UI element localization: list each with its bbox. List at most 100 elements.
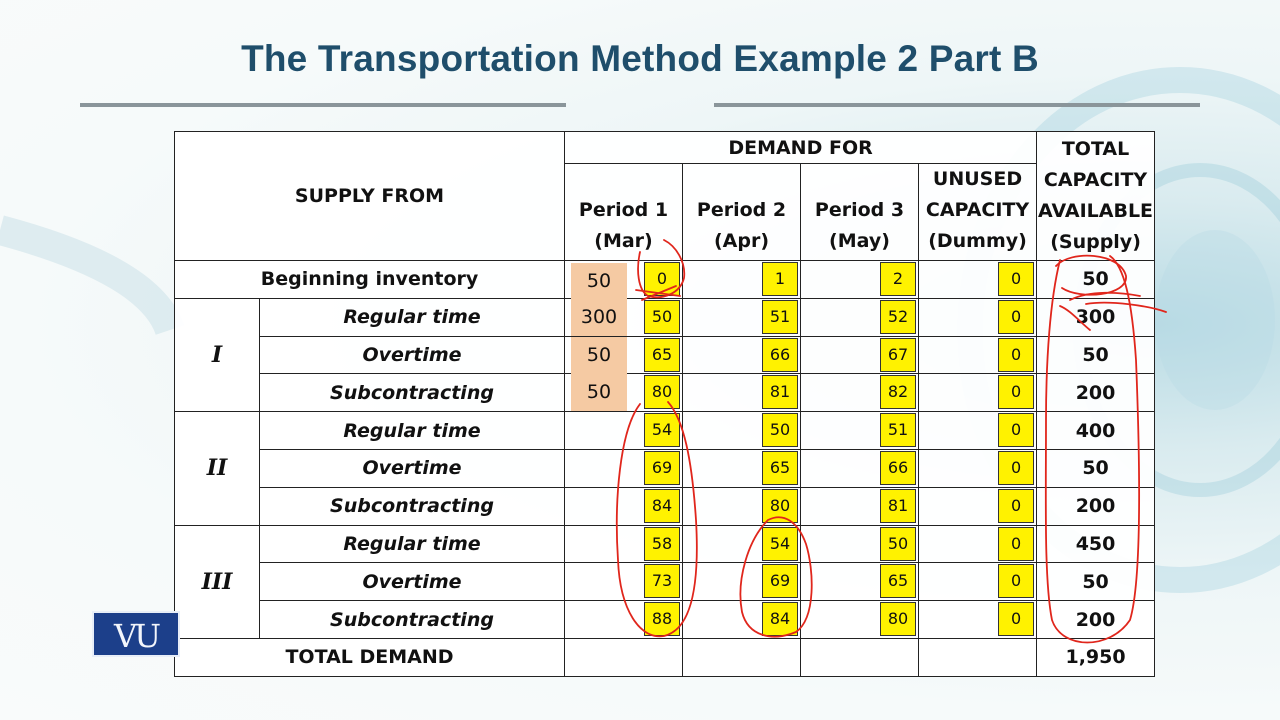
cost-box: 1 (762, 262, 798, 296)
demand-for-header: DEMAND FOR (563, 131, 1038, 164)
cost-box: 80 (762, 488, 798, 523)
title-rule-right (714, 103, 1200, 107)
table-row: III Regular time 58 54 50 0 450 (174, 524, 1156, 639)
period-3-cell: 82 (800, 373, 919, 413)
group-label: II (174, 411, 260, 526)
cost-box: 84 (762, 602, 798, 637)
period-1-cell: 73 (564, 562, 683, 602)
capacity-cell: 50 (1036, 448, 1156, 488)
cost-box: 69 (644, 450, 680, 485)
period-1-cell: 84 (564, 486, 683, 526)
group-label: I (174, 297, 260, 413)
period-3-cell: 80 (800, 600, 919, 639)
dummy-cell: 0 (917, 524, 1038, 564)
period-2-header: Period 2 (Apr) (682, 163, 801, 261)
row-label: Subcontracting (259, 486, 565, 526)
cost-box: 88 (644, 602, 680, 637)
cost-box: 66 (762, 337, 798, 372)
cost-box: 0 (998, 526, 1035, 561)
cost-box: 51 (880, 413, 916, 448)
row-label: Overtime (259, 335, 565, 375)
capacity-cell: 50 (1036, 335, 1156, 375)
page-title: The Transportation Method Example 2 Part… (241, 38, 1039, 79)
supply-from-header: SUPPLY FROM (174, 131, 565, 261)
dummy-cell: 0 (917, 260, 1038, 299)
cost-box: 0 (998, 450, 1035, 485)
row-label: Beginning inventory (174, 260, 565, 299)
capacity-cell: 200 (1036, 486, 1156, 526)
period-1-header: Period 1 (Mar) (564, 163, 683, 261)
period-2-cell: 84 (682, 600, 801, 639)
period-2-cell: 69 (682, 562, 801, 602)
period-3-header: Period 3 (May) (800, 163, 919, 261)
table-row: Beginning inventory 50 0 1 2 0 50 (174, 260, 1156, 299)
allocation-value: 50 (571, 336, 627, 374)
cost-box: 80 (644, 375, 680, 410)
period-2-cell: 50 (682, 411, 801, 450)
row-label: Subcontracting (259, 373, 565, 413)
total-demand-label: TOTAL DEMAND (174, 637, 565, 677)
cost-box: 81 (762, 375, 798, 410)
table-row: Overtime 50 65 66 67 0 50 (175, 335, 1156, 375)
period-1-cell: 50 80 (564, 373, 683, 413)
row-label: Overtime (259, 448, 565, 488)
cost-box: 67 (880, 337, 916, 372)
cost-box: 80 (880, 602, 916, 637)
dummy-cell: 0 (917, 373, 1038, 413)
period-3-cell: 52 (800, 297, 919, 337)
capacity-cell: 50 (1036, 562, 1156, 602)
table-row: Overtime 69 65 66 0 50 (175, 448, 1156, 488)
cost-box: 0 (998, 564, 1035, 599)
period-2-total (682, 637, 801, 677)
table-row: II Regular time 54 50 51 0 400 (174, 411, 1156, 526)
row-label: Regular time (259, 411, 565, 450)
cost-box: 0 (998, 488, 1035, 523)
cost-box: 54 (644, 413, 680, 448)
row-label: Regular time (259, 297, 565, 337)
table-row: Overtime 73 69 65 0 50 (175, 562, 1156, 602)
total-demand-row: TOTAL DEMAND 1,950 (174, 637, 1156, 677)
dummy-cell: 0 (917, 411, 1038, 450)
dummy-cell: 0 (917, 448, 1038, 488)
period-1-cell: 50 65 (564, 335, 683, 375)
vu-logo: VU (92, 611, 180, 657)
row-label: Regular time (259, 524, 565, 564)
cost-box: 66 (880, 450, 916, 485)
period-2-cell: 51 (682, 297, 801, 337)
title-rule-left (80, 103, 566, 107)
dummy-cell: 0 (917, 297, 1038, 337)
period-1-cell: 88 (564, 600, 683, 639)
period-1-cell: 54 (564, 411, 683, 450)
period-2-cell: 1 (682, 260, 801, 299)
period-1-cell: 69 (564, 448, 683, 488)
cost-box: 0 (998, 299, 1035, 334)
row-label: Overtime (259, 562, 565, 602)
total-demand-value: 1,950 (1036, 637, 1156, 677)
dummy-cell: 0 (917, 600, 1038, 639)
cost-box: 0 (998, 602, 1035, 637)
period-3-cell: 67 (800, 335, 919, 375)
period-3-cell: 81 (800, 486, 919, 526)
period-3-cell: 51 (800, 411, 919, 450)
capacity-cell: 300 (1036, 297, 1156, 337)
period-2-cell: 54 (682, 524, 801, 564)
period-2-cell: 80 (682, 486, 801, 526)
capacity-cell: 50 (1036, 260, 1156, 299)
cost-box: 52 (880, 299, 916, 334)
cost-box: 0 (644, 262, 680, 296)
period-2-cell: 66 (682, 335, 801, 375)
cost-box: 54 (762, 526, 798, 561)
cost-box: 81 (880, 488, 916, 523)
table-row: I Regular time 300 50 51 52 0 300 (174, 297, 1156, 413)
period-3-cell: 50 (800, 524, 919, 564)
allocation-value: 300 (571, 298, 627, 336)
period-3-total (800, 637, 919, 677)
cost-box: 51 (762, 299, 798, 334)
period-1-cell: 50 0 (564, 260, 683, 299)
period-1-total (564, 637, 683, 677)
capacity-cell: 400 (1036, 411, 1156, 450)
cost-box: 73 (644, 564, 680, 599)
capacity-cell: 200 (1036, 600, 1156, 639)
cost-box: 82 (880, 375, 916, 410)
dummy-cell: 0 (917, 562, 1038, 602)
